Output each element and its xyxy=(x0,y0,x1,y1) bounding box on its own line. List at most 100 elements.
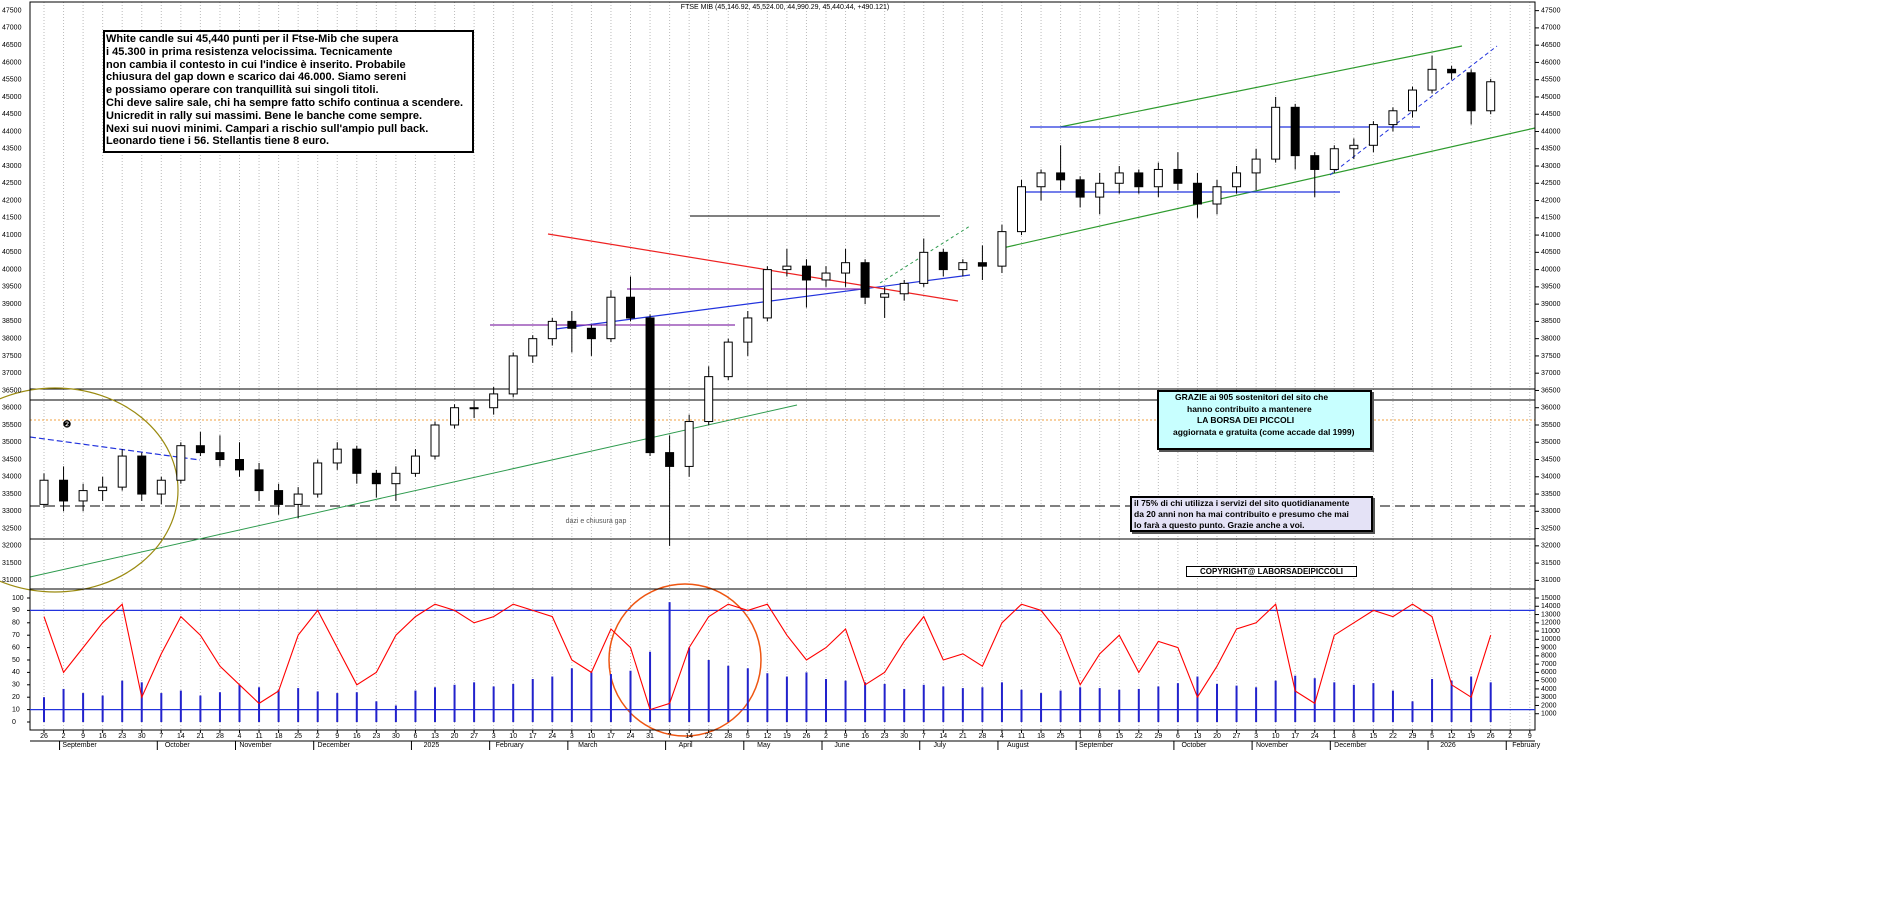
candle-body xyxy=(78,490,88,502)
volume-bar xyxy=(766,673,769,722)
x-tick-label: 9 xyxy=(81,733,85,740)
y-tick-label-right: 41500 xyxy=(1541,215,1561,222)
volume-bar xyxy=(394,705,397,722)
candle-body xyxy=(430,424,440,457)
volume-bar xyxy=(864,682,867,722)
volume-bar xyxy=(1333,682,1336,722)
month-label: October xyxy=(1181,742,1207,749)
y-tick-label: 33500 xyxy=(2,491,22,498)
x-tick-label: 12 xyxy=(1448,733,1456,740)
trend-line xyxy=(547,274,971,331)
x-tick-label: 25 xyxy=(294,733,302,740)
volume-bar xyxy=(1352,684,1355,722)
candle-body xyxy=(410,455,420,474)
thanks-box: GRAZIE ai 905 sostenitori del sito che ha… xyxy=(1157,390,1372,450)
candle-body xyxy=(1017,186,1026,233)
x-tick-label: 7 xyxy=(668,733,672,740)
candle-body xyxy=(352,448,362,474)
y-tick-label: 32000 xyxy=(2,543,22,550)
candle-body xyxy=(176,445,186,481)
candle-body xyxy=(899,282,909,295)
y-tick-label-right: 41000 xyxy=(1541,232,1561,239)
trend-line xyxy=(29,404,798,578)
x-tick-label: 23 xyxy=(118,733,126,740)
candle-body xyxy=(626,296,635,319)
y-tick-label-right: 33000 xyxy=(1541,508,1561,515)
month-label: September xyxy=(1079,742,1114,749)
candle-body xyxy=(1486,81,1496,112)
volume-tick-label: 14000 xyxy=(1541,603,1561,610)
y-tick-label: 34500 xyxy=(2,456,22,463)
y-tick-label-right: 32000 xyxy=(1541,543,1561,550)
month-label: May xyxy=(757,742,771,749)
highlight-circle xyxy=(608,583,762,737)
x-tick-label: 1 xyxy=(1078,733,1082,740)
candle-body xyxy=(1114,172,1124,184)
volume-bar xyxy=(62,688,65,722)
trend-line xyxy=(1059,45,1463,128)
volume-bar xyxy=(922,684,925,722)
x-tick-label: 5 xyxy=(746,733,750,740)
x-tick-label: 15 xyxy=(1115,733,1123,740)
volume-bar xyxy=(707,660,710,722)
x-tick-label: 22 xyxy=(1389,733,1397,740)
volume-bar xyxy=(688,647,691,722)
x-tick-label: 22 xyxy=(705,733,713,740)
x-tick-label: 30 xyxy=(900,733,908,740)
candle-body xyxy=(938,251,948,271)
x-tick-label: 27 xyxy=(470,733,478,740)
month-label: March xyxy=(578,742,598,749)
volume-bar xyxy=(1489,682,1492,722)
candle-body xyxy=(1466,72,1476,112)
volume-bar xyxy=(277,689,280,722)
y-tick-label: 40000 xyxy=(2,266,22,273)
volume-bar xyxy=(1411,701,1414,722)
candle-body xyxy=(1153,168,1163,188)
y-tick-label-right: 37000 xyxy=(1541,370,1561,377)
x-tick-label: 6 xyxy=(413,733,417,740)
y-tick-label: 36000 xyxy=(2,405,22,412)
y-tick-label-right: 38000 xyxy=(1541,336,1561,343)
volume-tick-label: 8000 xyxy=(1541,653,1557,660)
osc-tick-label: 60 xyxy=(12,644,20,651)
x-tick-label: 20 xyxy=(1213,733,1221,740)
x-tick-label: 29 xyxy=(1409,733,1417,740)
x-tick-label: 22 xyxy=(1135,733,1143,740)
candle-body xyxy=(1388,110,1398,126)
month-label: November xyxy=(1256,742,1289,749)
candle-body xyxy=(59,479,69,502)
volume-bar xyxy=(1431,679,1434,722)
x-tick-label: 14 xyxy=(939,733,947,740)
osc-tick-label: 10 xyxy=(12,706,20,713)
osc-tick-label: 50 xyxy=(12,657,20,664)
month-label: 2025 xyxy=(424,742,440,749)
x-tick-label: 2 xyxy=(1508,733,1512,740)
highlight-ellipse xyxy=(0,387,179,593)
volume-bar xyxy=(727,665,730,722)
volume-tick-label: 6000 xyxy=(1541,669,1557,676)
candle-body xyxy=(1251,158,1261,174)
annotation-line: hanno contribuito a mantenere xyxy=(1187,403,1312,414)
candle-body xyxy=(1329,148,1339,170)
candle-body xyxy=(977,262,987,267)
volume-tick-label: 12000 xyxy=(1541,620,1561,627)
candle-body xyxy=(235,459,244,471)
x-tick-label: 9 xyxy=(844,733,848,740)
candle-body xyxy=(1134,172,1144,188)
y-tick-label-right: 31500 xyxy=(1541,560,1561,567)
osc-tick-label: 40 xyxy=(12,669,20,676)
volume-bar xyxy=(1176,683,1179,722)
x-tick-label: 21 xyxy=(959,733,967,740)
volume-bar xyxy=(1098,688,1101,722)
volume-bar xyxy=(140,682,143,722)
annotation-line: Chi deve salire sale, chi ha sempre fatt… xyxy=(106,96,464,109)
month-label: June xyxy=(834,742,849,749)
x-tick-label: 2 xyxy=(316,733,320,740)
x-tick-label: 2 xyxy=(62,733,66,740)
y-tick-label: 35500 xyxy=(2,422,22,429)
x-tick-label: 1 xyxy=(1332,733,1336,740)
x-tick-label: 20 xyxy=(451,733,459,740)
osc-tick-label: 70 xyxy=(12,632,20,639)
y-tick-label: 44000 xyxy=(2,128,22,135)
